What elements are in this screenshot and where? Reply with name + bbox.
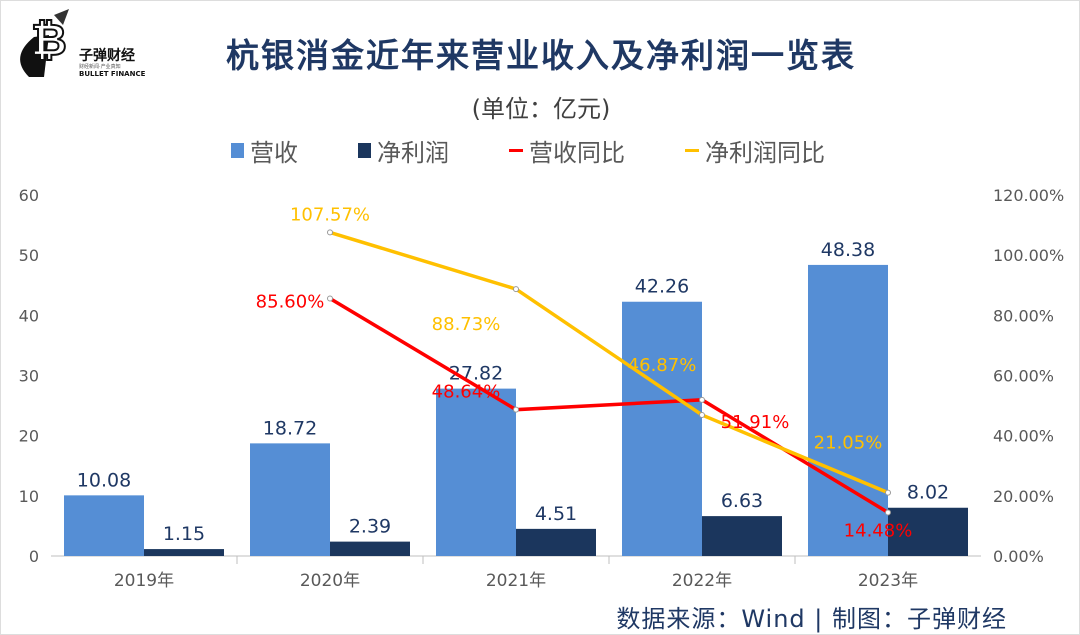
right-tick-label: 60.00% [993, 367, 1054, 386]
profit-bar [702, 516, 782, 556]
revenue-yoy-label: 51.91% [721, 412, 790, 433]
revenue-bar [436, 388, 516, 556]
profit-label: 1.15 [163, 523, 205, 545]
bullet-logo-icon: ₿ [20, 9, 69, 77]
left-tick-label: 40 [19, 306, 39, 325]
revenue-yoy-point [513, 406, 519, 413]
profit-bar [516, 528, 596, 556]
revenue-bar [250, 443, 330, 556]
left-tick-label: 0 [29, 547, 39, 566]
revenue-yoy-label: 48.64% [432, 382, 501, 403]
profit-label: 2.39 [349, 516, 391, 538]
x-tick-label: 2022年 [672, 571, 732, 591]
profit-yoy-point [885, 489, 891, 496]
revenue-bar [622, 301, 702, 556]
profit-label: 6.63 [721, 490, 763, 512]
left-tick-label: 10 [19, 487, 39, 506]
revenue-label: 42.26 [635, 276, 689, 298]
logo-name: 子弹财经 [79, 48, 135, 64]
revenue-yoy-point [327, 295, 333, 302]
right-tick-label: 80.00% [993, 306, 1054, 325]
revenue-label: 18.72 [263, 417, 317, 439]
legend: 营收 净利润 营收同比 净利润同比 [231, 133, 825, 168]
chart-title: 杭银消金近年来营业收入及净利润一览表 [226, 36, 856, 75]
profit-yoy-point [327, 229, 333, 236]
legend-profit-yoy: 净利润同比 [685, 133, 825, 168]
logo-english: BULLET FINANCE [79, 70, 146, 78]
x-tick-label: 2020年 [300, 571, 360, 591]
revenue-bar [808, 264, 888, 556]
x-tick-label: 2019年 [114, 571, 174, 591]
profit-bar [144, 549, 224, 556]
right-tick-label: 120.00% [993, 186, 1064, 205]
left-tick-label: 20 [19, 427, 39, 446]
profit-label: 8.02 [907, 482, 949, 504]
profit-label: 4.51 [535, 503, 577, 525]
legend-revenue-yoy: 营收同比 [509, 133, 625, 168]
profit-yoy-label: 46.87% [628, 355, 697, 376]
right-tick-label: 20.00% [993, 487, 1054, 506]
left-tick-label: 50 [19, 246, 39, 265]
logo-slogan: 财经新闻·产业真知 [79, 64, 121, 70]
revenue-yoy-label: 14.48% [844, 520, 913, 541]
revenue-label: 48.38 [821, 239, 875, 261]
revenue-yoy-point [885, 509, 891, 516]
legend-profit: 净利润 [358, 133, 449, 168]
revenue-yoy-label: 85.60% [256, 291, 325, 312]
right-tick-label: 100.00% [993, 246, 1064, 265]
profit-yoy-point [513, 286, 519, 293]
profit-bar [888, 507, 968, 556]
left-tick-label: 60 [19, 186, 39, 205]
x-tick-label: 2021年 [486, 571, 546, 591]
profit-yoy-label: 88.73% [432, 314, 501, 335]
profit-bar [330, 541, 410, 556]
revenue-label: 10.08 [77, 469, 131, 491]
legend-revenue: 营收 [231, 133, 298, 168]
left-tick-label: 30 [19, 367, 39, 386]
revenue-yoy-point [699, 396, 705, 403]
source-note: 数据来源：Wind | 制图：子弹财经 [616, 605, 1007, 633]
profit-yoy-label: 21.05% [814, 433, 883, 454]
revenue-yoy-line [329, 296, 889, 514]
profit-yoy-line [329, 230, 889, 495]
right-tick-label: 0.00% [993, 547, 1044, 566]
right-tick-label: 40.00% [993, 427, 1054, 446]
x-tick-label: 2023年 [858, 571, 918, 591]
logo: ₿ 子弹财经 财经新闻·产业真知 BULLET FINANCE [9, 7, 159, 82]
profit-yoy-point [699, 411, 705, 418]
unit-label: (单位：亿元) [471, 95, 611, 123]
profit-yoy-label: 107.57% [290, 204, 370, 225]
svg-text:₿: ₿ [31, 15, 67, 66]
revenue-bar [64, 495, 144, 556]
